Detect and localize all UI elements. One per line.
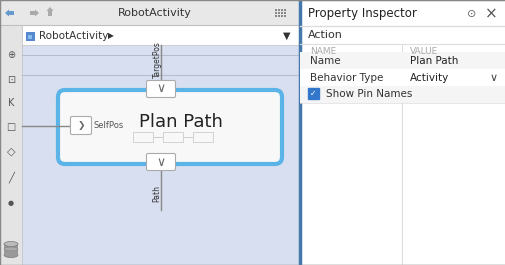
Bar	[277, 15, 279, 17]
Text: ❯: ❯	[77, 121, 84, 130]
FancyBboxPatch shape	[146, 81, 175, 98]
Bar	[4, 244, 18, 255]
Text: ▶: ▶	[108, 32, 114, 41]
Bar	[274, 12, 276, 14]
Text: Show Pin Names: Show Pin Names	[325, 89, 412, 99]
Bar	[0, 25, 22, 265]
Text: SelfPos: SelfPos	[94, 121, 124, 130]
Text: Plan Path: Plan Path	[138, 113, 222, 131]
Text: Behavior Type: Behavior Type	[310, 73, 383, 83]
Text: ∨: ∨	[489, 73, 497, 83]
Bar	[280, 9, 282, 11]
FancyBboxPatch shape	[58, 90, 281, 164]
Bar	[299, 52, 505, 69]
Bar	[133, 132, 153, 142]
Text: Action: Action	[308, 30, 342, 40]
Text: ◇: ◇	[7, 147, 15, 157]
Text: Name: Name	[310, 56, 340, 66]
FancyArrow shape	[30, 10, 39, 16]
Text: ▼: ▼	[283, 31, 290, 41]
Bar	[308, 88, 318, 99]
Text: □: □	[7, 122, 16, 132]
Text: ×: ×	[484, 7, 496, 21]
Text: VALUE: VALUE	[409, 47, 437, 56]
Bar	[28, 35, 32, 39]
Text: NAME: NAME	[310, 47, 336, 56]
Bar	[283, 9, 285, 11]
Text: ●: ●	[8, 200, 14, 206]
Bar	[299, 69, 505, 86]
Text: ∨: ∨	[156, 82, 165, 95]
Bar	[280, 15, 282, 17]
Bar	[280, 12, 282, 14]
Text: ⊕: ⊕	[7, 50, 15, 60]
Text: TargetPos: TargetPos	[152, 42, 161, 78]
Bar	[22, 45, 299, 265]
Bar	[283, 15, 285, 17]
Bar	[192, 132, 213, 142]
Ellipse shape	[4, 247, 18, 251]
FancyBboxPatch shape	[146, 153, 175, 170]
Text: Plan Path: Plan Path	[409, 56, 458, 66]
Text: Path: Path	[152, 184, 161, 201]
Text: ⊡: ⊡	[7, 75, 15, 85]
Text: RobotActivity: RobotActivity	[118, 8, 191, 18]
Text: ⊙: ⊙	[467, 9, 476, 19]
Text: ╱: ╱	[8, 171, 14, 183]
FancyArrow shape	[46, 7, 54, 16]
Bar	[277, 9, 279, 11]
Text: ∨: ∨	[156, 156, 165, 169]
Text: RobotActivity: RobotActivity	[39, 31, 108, 41]
Text: Property Inspector: Property Inspector	[308, 7, 416, 20]
Bar	[274, 9, 276, 11]
Ellipse shape	[4, 241, 18, 246]
Bar	[299, 86, 505, 103]
Bar	[163, 132, 183, 142]
Text: ✓: ✓	[310, 89, 316, 98]
FancyBboxPatch shape	[70, 117, 91, 135]
Text: K: K	[8, 98, 14, 108]
Bar	[0, 0, 299, 25]
Ellipse shape	[4, 253, 18, 258]
Bar	[277, 12, 279, 14]
Bar	[299, 0, 505, 265]
Bar	[274, 15, 276, 17]
Bar	[26, 32, 35, 41]
Bar	[283, 12, 285, 14]
FancyArrow shape	[5, 10, 14, 16]
Text: Activity: Activity	[409, 73, 448, 83]
Bar	[22, 25, 299, 45]
